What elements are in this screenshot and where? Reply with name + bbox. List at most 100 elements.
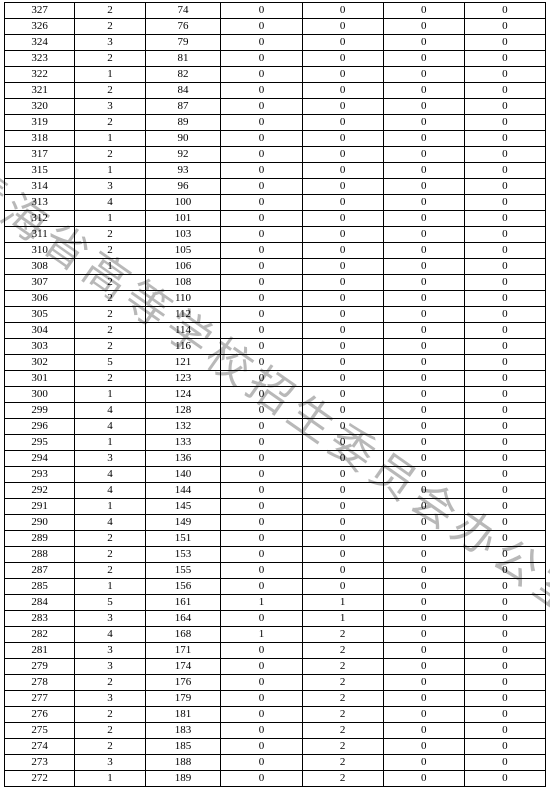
table-cell: 4 — [75, 467, 145, 483]
table-cell: 0 — [464, 387, 545, 403]
table-cell: 153 — [145, 547, 221, 563]
table-cell: 1 — [75, 387, 145, 403]
table-cell: 2 — [75, 3, 145, 19]
table-cell: 136 — [145, 451, 221, 467]
table-cell: 176 — [145, 675, 221, 691]
table-cell: 0 — [221, 771, 302, 787]
table-row: 30011240000 — [5, 387, 546, 403]
table-cell: 293 — [5, 467, 75, 483]
table-row: 3212840000 — [5, 83, 546, 99]
table-cell: 0 — [383, 627, 464, 643]
table-cell: 0 — [383, 3, 464, 19]
table-row: 3172920000 — [5, 147, 546, 163]
table-cell: 0 — [383, 51, 464, 67]
table-cell: 2 — [302, 691, 383, 707]
table-cell: 0 — [221, 691, 302, 707]
table-body: 3272740000326276000032437900003232810000… — [5, 3, 546, 787]
table-row: 28241681200 — [5, 627, 546, 643]
table-cell: 2 — [75, 675, 145, 691]
table-cell: 276 — [5, 707, 75, 723]
table-cell: 2 — [75, 275, 145, 291]
table-row: 31211010000 — [5, 211, 546, 227]
table-cell: 0 — [302, 51, 383, 67]
table-cell: 2 — [75, 531, 145, 547]
table-cell: 1 — [221, 627, 302, 643]
table-cell: 0 — [383, 419, 464, 435]
table-cell: 2 — [75, 547, 145, 563]
table-cell: 0 — [221, 371, 302, 387]
table-cell: 0 — [221, 291, 302, 307]
table-cell: 0 — [464, 83, 545, 99]
table-row: 29341400000 — [5, 467, 546, 483]
table-cell: 3 — [75, 99, 145, 115]
table-cell: 0 — [383, 67, 464, 83]
table-cell: 311 — [5, 227, 75, 243]
table-cell: 0 — [302, 547, 383, 563]
table-cell: 3 — [75, 659, 145, 675]
table-row: 30251210000 — [5, 355, 546, 371]
table-cell: 0 — [302, 211, 383, 227]
table-cell: 326 — [5, 19, 75, 35]
table-cell: 0 — [464, 275, 545, 291]
table-row: 28721550000 — [5, 563, 546, 579]
table-cell: 0 — [302, 195, 383, 211]
table-cell: 1 — [75, 131, 145, 147]
table-cell: 318 — [5, 131, 75, 147]
table-cell: 0 — [302, 563, 383, 579]
table-cell: 0 — [464, 147, 545, 163]
table-cell: 2 — [302, 739, 383, 755]
table-cell: 285 — [5, 579, 75, 595]
table-cell: 3 — [75, 691, 145, 707]
table-cell: 112 — [145, 307, 221, 323]
table-cell: 287 — [5, 563, 75, 579]
table-row: 30321160000 — [5, 339, 546, 355]
table-cell: 0 — [464, 579, 545, 595]
table-cell: 0 — [302, 467, 383, 483]
table-cell: 0 — [221, 611, 302, 627]
table-cell: 0 — [221, 675, 302, 691]
table-cell: 0 — [221, 99, 302, 115]
table-cell: 0 — [221, 387, 302, 403]
table-row: 28511560000 — [5, 579, 546, 595]
table-cell: 0 — [464, 99, 545, 115]
table-cell: 2 — [75, 147, 145, 163]
table-row: 28821530000 — [5, 547, 546, 563]
table-cell: 0 — [383, 675, 464, 691]
table-cell: 2 — [302, 643, 383, 659]
table-cell: 0 — [464, 595, 545, 611]
table-cell: 0 — [383, 707, 464, 723]
table-cell: 0 — [221, 579, 302, 595]
table-cell: 0 — [383, 483, 464, 499]
table-row: 29511330000 — [5, 435, 546, 451]
table-cell: 0 — [383, 35, 464, 51]
table-cell: 4 — [75, 195, 145, 211]
table-cell: 0 — [302, 67, 383, 83]
table-cell: 0 — [464, 179, 545, 195]
table-cell: 1 — [75, 163, 145, 179]
table-cell: 0 — [383, 563, 464, 579]
table-cell: 0 — [464, 563, 545, 579]
table-cell: 0 — [302, 291, 383, 307]
table-cell: 161 — [145, 595, 221, 611]
table-cell: 314 — [5, 179, 75, 195]
table-cell: 301 — [5, 371, 75, 387]
table-cell: 315 — [5, 163, 75, 179]
table-row: 27931740200 — [5, 659, 546, 675]
table-cell: 0 — [464, 707, 545, 723]
table-cell: 123 — [145, 371, 221, 387]
table-cell: 0 — [302, 451, 383, 467]
table-cell: 0 — [302, 115, 383, 131]
table-cell: 0 — [221, 451, 302, 467]
table-cell: 273 — [5, 755, 75, 771]
table-cell: 292 — [5, 483, 75, 499]
table-cell: 320 — [5, 99, 75, 115]
table-cell: 294 — [5, 451, 75, 467]
table-cell: 0 — [302, 83, 383, 99]
table-row: 30421140000 — [5, 323, 546, 339]
table-cell: 0 — [383, 115, 464, 131]
table-cell: 0 — [464, 451, 545, 467]
table-cell: 93 — [145, 163, 221, 179]
table-cell: 3 — [75, 35, 145, 51]
table-cell: 0 — [302, 275, 383, 291]
table-cell: 5 — [75, 355, 145, 371]
